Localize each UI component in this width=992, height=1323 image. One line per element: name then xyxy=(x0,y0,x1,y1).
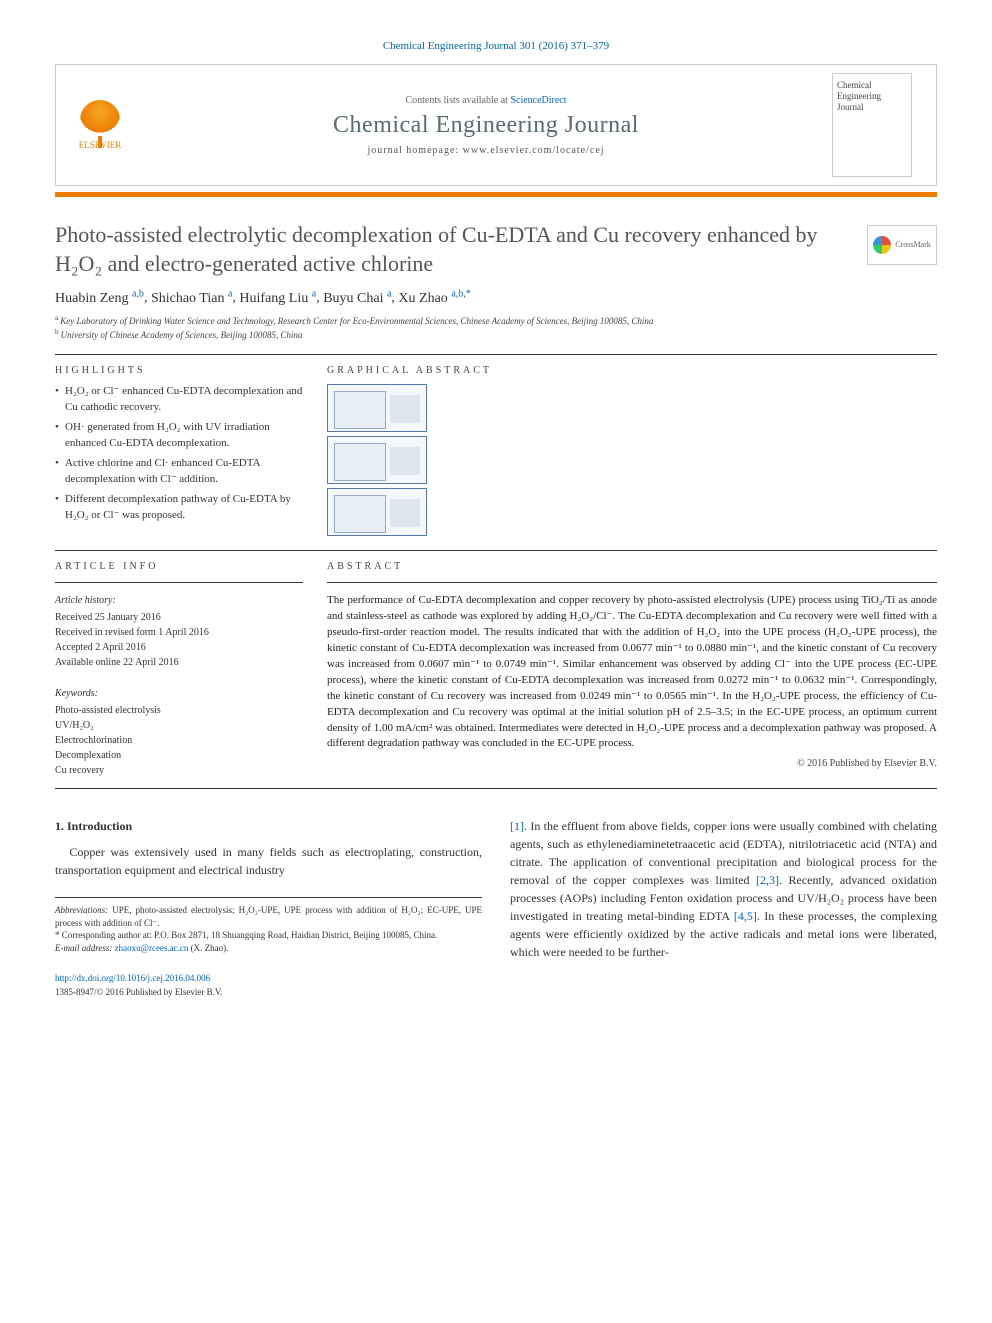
intro-paragraph-right: [1]. In the effluent from above fields, … xyxy=(510,817,937,961)
divider xyxy=(55,354,937,355)
history-label: Article history: xyxy=(55,593,303,608)
abbrev-label: Abbreviations: xyxy=(55,905,108,915)
highlight-item: Different decomplexation pathway of Cu-E… xyxy=(55,492,303,524)
intro-paragraph-left: Copper was extensively used in many fiel… xyxy=(55,843,482,879)
title-text: Photo-assisted electrolytic decomplexati… xyxy=(55,222,818,276)
keywords-block: Keywords: Photo-assisted electrolysisUV/… xyxy=(55,686,303,778)
author-affiliation-sup: a xyxy=(387,288,391,299)
abstract-label: ABSTRACT xyxy=(327,561,937,572)
history-line: Available online 22 April 2016 xyxy=(55,655,303,670)
author-affiliation-sup: a xyxy=(228,288,232,299)
history-line: Received in revised form 1 April 2016 xyxy=(55,625,303,640)
homepage-line: journal homepage: www.elsevier.com/locat… xyxy=(140,145,832,156)
author-affiliation-sup: a xyxy=(312,288,316,299)
highlight-item: OH· generated from H₂O₂ with UV irradiat… xyxy=(55,420,303,452)
ga-panel-2 xyxy=(327,436,427,484)
doi-link[interactable]: http://dx.doi.org/10.1016/j.cej.2016.04.… xyxy=(55,973,210,983)
journal-name: Chemical Engineering Journal xyxy=(140,112,832,139)
highlight-item: H₂O₂ or Cl⁻ enhanced Cu-EDTA decomplexat… xyxy=(55,384,303,416)
keyword: Cu recovery xyxy=(55,763,303,778)
affiliation-line: b University of Chinese Academy of Scien… xyxy=(55,327,937,342)
article-history: Article history: Received 25 January 201… xyxy=(55,593,303,670)
accent-bar xyxy=(55,192,937,197)
history-line: Received 25 January 2016 xyxy=(55,610,303,625)
abbrev-text: UPE, photo-assisted electrolysis; H₂O₂-U… xyxy=(55,905,482,928)
homepage-prefix: journal homepage: xyxy=(367,145,462,156)
journal-cover-thumbnail[interactable]: Chemical Engineering Journal xyxy=(832,73,912,177)
journal-header: ELSEVIER Contents lists available at Sci… xyxy=(55,64,937,186)
elsevier-tree-icon xyxy=(80,100,120,140)
divider xyxy=(55,788,937,789)
email-label: E-mail address: xyxy=(55,943,115,953)
author: Xu Zhao a,b,* xyxy=(398,291,470,306)
highlight-item: Active chlorine and Cl· enhanced Cu-EDTA… xyxy=(55,456,303,488)
corresponding-note: * Corresponding author at: P.O. Box 2871… xyxy=(55,929,482,942)
divider xyxy=(327,582,937,583)
ref-2-3[interactable]: [2,3] xyxy=(756,873,779,887)
author: Shichao Tian a xyxy=(151,291,232,306)
email-link[interactable]: zhaoxu@rcees.ac.cn xyxy=(115,943,189,953)
keyword: Electrochlorination xyxy=(55,733,303,748)
footnotes: Abbreviations: UPE, photo-assisted elect… xyxy=(55,897,482,954)
homepage-url[interactable]: www.elsevier.com/locate/cej xyxy=(463,145,605,156)
author: Huabin Zeng a,b xyxy=(55,291,144,306)
affiliation-line: a Key Laboratory of Drinking Water Scien… xyxy=(55,313,937,328)
copyright-line: © 2016 Published by Elsevier B.V. xyxy=(327,758,937,769)
divider xyxy=(55,582,303,583)
email-note: E-mail address: zhaoxu@rcees.ac.cn (X. Z… xyxy=(55,942,482,955)
author-affiliation-sup: a,b xyxy=(132,288,144,299)
elsevier-logo[interactable]: ELSEVIER xyxy=(70,93,130,157)
ga-panel-1 xyxy=(327,384,427,432)
graphical-abstract-label: GRAPHICAL ABSTRACT xyxy=(327,365,937,376)
ref-4-5[interactable]: [4,5] xyxy=(734,909,757,923)
divider xyxy=(55,550,937,551)
corr-text: Corresponding author at: P.O. Box 2871, … xyxy=(60,930,438,940)
crossmark-badge[interactable]: CrossMark xyxy=(867,225,937,265)
history-line: Accepted 2 April 2016 xyxy=(55,640,303,655)
contents-prefix: Contents lists available at xyxy=(405,95,510,106)
highlights-list: H₂O₂ or Cl⁻ enhanced Cu-EDTA decomplexat… xyxy=(55,384,303,524)
highlights-label: HIGHLIGHTS xyxy=(55,365,303,376)
email-suffix: (X. Zhao). xyxy=(188,943,228,953)
abbreviations-note: Abbreviations: UPE, photo-assisted elect… xyxy=(55,904,482,929)
author-affiliation-sup: a,b,* xyxy=(451,288,470,299)
ga-panel-3 xyxy=(327,488,427,536)
article-title: Photo-assisted electrolytic decomplexati… xyxy=(55,221,937,278)
author: Huifang Liu a xyxy=(239,291,316,306)
keyword: Decomplexation xyxy=(55,748,303,763)
keyword: UV/H₂O₂ xyxy=(55,718,303,733)
graphical-abstract[interactable] xyxy=(327,384,427,536)
ref-1[interactable]: [1] xyxy=(510,819,524,833)
keyword: Photo-assisted electrolysis xyxy=(55,703,303,718)
affiliations: a Key Laboratory of Drinking Water Scien… xyxy=(55,313,937,342)
journal-reference: Chemical Engineering Journal 301 (2016) … xyxy=(55,40,937,52)
author: Buyu Chai a xyxy=(323,291,391,306)
keywords-label: Keywords: xyxy=(55,686,303,701)
authors-line: Huabin Zeng a,b, Shichao Tian a, Huifang… xyxy=(55,288,937,307)
article-info-label: ARTICLE INFO xyxy=(55,561,303,572)
sciencedirect-link[interactable]: ScienceDirect xyxy=(510,95,566,106)
issn-line: 1385-8947/© 2016 Published by Elsevier B… xyxy=(55,986,482,1000)
doi-line: http://dx.doi.org/10.1016/j.cej.2016.04.… xyxy=(55,972,482,986)
contents-line: Contents lists available at ScienceDirec… xyxy=(140,95,832,106)
abstract-text: The performance of Cu-EDTA decomplexatio… xyxy=(327,593,937,752)
introduction-heading: 1. Introduction xyxy=(55,817,482,835)
